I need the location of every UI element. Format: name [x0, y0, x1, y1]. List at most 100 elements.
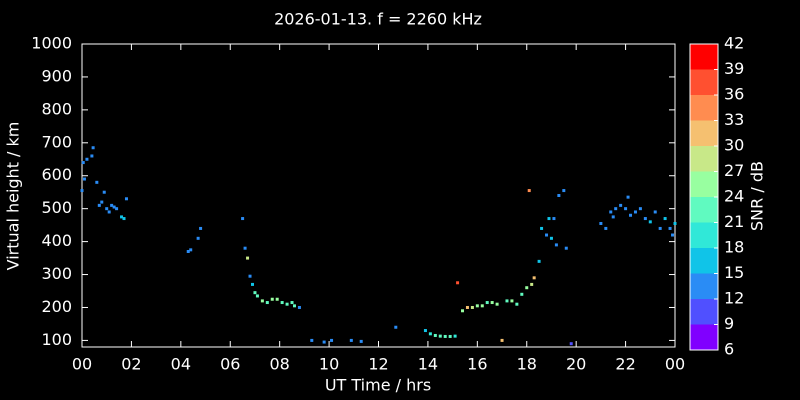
point: [614, 207, 618, 211]
point: [671, 233, 675, 237]
point: [537, 259, 541, 263]
point: [120, 215, 124, 219]
point: [292, 304, 296, 308]
point: [624, 207, 628, 211]
y-tick-label: 200: [41, 297, 72, 316]
point: [91, 146, 95, 150]
x-tick-label: 12: [368, 355, 388, 374]
y-tick-label: 800: [41, 99, 72, 118]
y-tick-label: 1000: [31, 34, 72, 53]
y-tick-label: 400: [41, 231, 72, 250]
point: [626, 195, 630, 199]
colorbar-tick-label: 33: [724, 110, 744, 129]
point: [255, 294, 259, 298]
x-tick-label: 10: [319, 355, 339, 374]
point: [653, 210, 657, 214]
point: [510, 299, 514, 303]
x-tick-label: 00: [72, 355, 92, 374]
point: [97, 203, 101, 207]
chart-title: 2026-01-13. f = 2260 kHz: [274, 10, 482, 29]
point: [525, 286, 529, 290]
point: [250, 282, 254, 286]
point: [527, 189, 531, 193]
point: [515, 302, 519, 306]
point: [105, 207, 109, 211]
point: [285, 302, 289, 306]
point: [280, 301, 284, 305]
point: [611, 215, 615, 219]
point: [428, 332, 432, 336]
point: [330, 338, 334, 342]
x-tick-label: 06: [220, 355, 240, 374]
point: [532, 276, 536, 280]
point: [275, 297, 279, 301]
point: [495, 302, 499, 306]
point: [253, 291, 257, 295]
point: [562, 189, 566, 193]
colorbar-bin: [690, 197, 718, 223]
point: [663, 217, 667, 221]
point: [465, 305, 469, 309]
point: [520, 292, 524, 296]
colorbar-bin: [690, 120, 718, 146]
point: [265, 301, 269, 305]
point: [100, 200, 104, 204]
colorbar-bin: [690, 171, 718, 197]
point: [619, 203, 623, 207]
point: [81, 161, 85, 165]
colorbar-bin: [690, 69, 718, 95]
point: [186, 249, 190, 253]
colorbar-bin: [690, 299, 718, 325]
y-tick-label: 500: [41, 198, 72, 217]
point: [599, 221, 603, 225]
point: [673, 221, 677, 225]
point: [505, 299, 509, 303]
point: [115, 207, 119, 211]
point: [461, 309, 465, 313]
point: [569, 342, 573, 346]
y-tick-label: 100: [41, 330, 72, 349]
y-tick-label: 700: [41, 132, 72, 151]
x-tick-label: 08: [269, 355, 289, 374]
x-tick-label: 18: [517, 355, 537, 374]
colorbar-tick-label: 9: [724, 314, 734, 333]
point: [189, 248, 193, 252]
colorbar-tick-label: 24: [724, 187, 744, 206]
point: [552, 217, 556, 221]
x-tick-label: 22: [615, 355, 635, 374]
colorbar-bin: [690, 146, 718, 172]
point: [530, 282, 534, 286]
point: [80, 189, 84, 193]
point: [545, 233, 549, 237]
x-tick-label: 16: [467, 355, 487, 374]
colorbar-tick-label: 18: [724, 238, 744, 257]
point: [658, 226, 662, 230]
point: [554, 243, 558, 247]
colorbar-tick-label: 30: [724, 136, 744, 155]
x-tick-label: 02: [121, 355, 141, 374]
y-tick-label: 300: [41, 264, 72, 283]
point: [609, 210, 613, 214]
point: [241, 217, 245, 221]
colorbar-tick-label: 42: [724, 34, 744, 53]
point: [557, 194, 561, 197]
point: [122, 217, 126, 221]
y-tick-label: 900: [41, 66, 72, 85]
colorbar-tick-label: 27: [724, 161, 744, 180]
colorbar-tick-label: 39: [724, 59, 744, 78]
point: [456, 281, 460, 285]
x-axis-label: UT Time / hrs: [325, 376, 431, 395]
colorbar-bin: [690, 273, 718, 299]
point: [433, 333, 437, 337]
point: [90, 154, 94, 158]
colorbar-tick-label: 21: [724, 212, 744, 231]
point: [633, 210, 637, 214]
point: [349, 338, 353, 342]
colorbar-tick-label: 36: [724, 85, 744, 104]
point: [310, 338, 314, 342]
point: [540, 226, 544, 230]
point: [124, 197, 128, 201]
